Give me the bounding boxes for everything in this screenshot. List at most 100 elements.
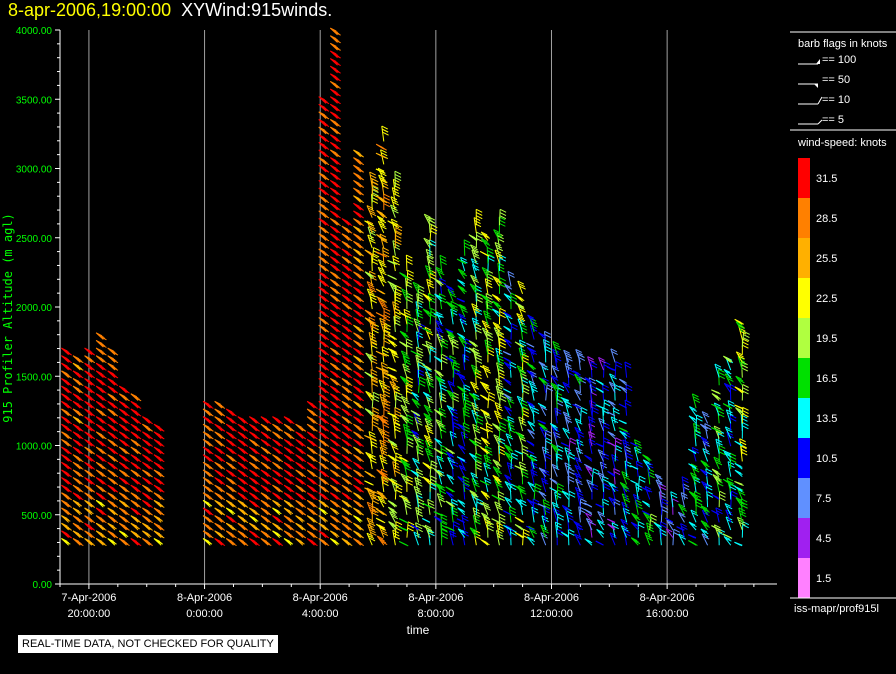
wind-barb — [366, 532, 376, 546]
wind-barb — [700, 528, 709, 538]
wind-barb — [714, 363, 723, 378]
wind-barb — [561, 531, 570, 539]
wind-barb — [378, 174, 387, 188]
wind-barb — [84, 378, 96, 386]
wind-barb — [496, 522, 505, 538]
wind-barbs — [61, 27, 750, 547]
wind-barb — [691, 393, 701, 409]
wind-barb — [318, 324, 330, 333]
wind-barb — [118, 454, 130, 463]
x-axis-label: time — [407, 623, 430, 637]
colorbar-label: 1.5 — [816, 573, 831, 585]
wind-barb — [61, 438, 72, 447]
wind-barb — [711, 389, 721, 395]
wind-barb — [295, 484, 307, 493]
wind-barb — [329, 423, 341, 432]
wind-barb — [318, 164, 330, 173]
wind-barb — [118, 431, 130, 440]
wind-barb — [318, 218, 330, 227]
wind-barb — [142, 461, 153, 470]
wind-barb — [387, 366, 397, 372]
wind-barb — [722, 403, 733, 409]
wind-barb — [272, 423, 284, 432]
wind-barb — [84, 370, 96, 379]
wind-barb — [318, 477, 330, 486]
wind-barb — [552, 340, 561, 355]
wind-barb — [498, 422, 507, 439]
wind-barb — [387, 220, 397, 227]
wind-barb — [365, 451, 375, 462]
wind-barb — [689, 406, 698, 417]
wind-barb — [318, 522, 330, 531]
wind-barb — [341, 461, 353, 470]
wind-barb — [365, 352, 375, 363]
wind-barb — [589, 521, 597, 538]
wind-barb — [353, 195, 365, 204]
wind-barb — [130, 492, 142, 501]
wind-barb — [249, 484, 260, 493]
wind-barb — [260, 484, 272, 493]
wind-barb — [561, 505, 570, 516]
wind-barb — [366, 205, 377, 218]
wind-barb — [353, 210, 365, 219]
wind-barb — [423, 404, 433, 416]
wind-barb — [107, 423, 119, 432]
wind-barb — [329, 362, 341, 371]
wind-barb — [653, 522, 662, 531]
wind-barb — [379, 454, 388, 470]
wind-barb — [387, 477, 398, 485]
wind-barb — [390, 196, 399, 211]
wind-barb — [341, 355, 353, 364]
wind-barb — [72, 438, 84, 447]
wind-barb — [445, 285, 454, 295]
x-tick-label-time: 20:00:00 — [67, 608, 110, 620]
wind-barb — [734, 462, 743, 470]
wind-barb — [84, 522, 96, 531]
wind-barb — [505, 433, 514, 447]
wind-barb — [735, 375, 745, 386]
wind-barb — [452, 368, 461, 386]
legend-panel: barb flags in knots == 100 == 50 == 10 == 5… — [790, 31, 896, 615]
wind-barb — [365, 390, 375, 401]
wind-barb — [494, 249, 504, 264]
wind-barb — [353, 515, 363, 523]
wind-barb — [468, 347, 479, 356]
wind-barb — [341, 431, 353, 440]
wind-barb — [482, 364, 492, 378]
wind-barb — [718, 490, 726, 508]
wind-barb — [433, 448, 444, 455]
wind-barb — [595, 404, 604, 409]
wind-barb — [585, 465, 594, 477]
wind-barb — [107, 347, 119, 356]
wind-barb — [711, 393, 722, 401]
y-tick-label: 500.00 — [21, 511, 52, 522]
wind-barb — [608, 481, 617, 493]
wind-barb — [487, 254, 495, 272]
wind-barb — [214, 446, 226, 455]
wind-barb — [237, 515, 249, 524]
wind-barb — [283, 461, 295, 470]
wind-barb — [624, 460, 632, 477]
wind-barb — [538, 377, 548, 386]
y-tick-label: 3500.00 — [16, 95, 53, 106]
wind-barb — [260, 477, 272, 486]
wind-barb — [306, 515, 318, 524]
wind-barb — [457, 268, 468, 279]
wind-barb — [678, 533, 687, 546]
wind-barb — [480, 409, 490, 417]
wind-barb — [353, 370, 365, 379]
wind-barb — [353, 240, 365, 249]
wind-barb — [341, 530, 353, 539]
wind-barb — [353, 347, 365, 356]
wind-barb — [364, 408, 375, 417]
wind-barb — [118, 385, 130, 394]
legend-barb-tick — [817, 119, 823, 125]
wind-barb — [514, 294, 525, 302]
wind-barb — [95, 400, 107, 409]
wind-barb — [452, 521, 460, 538]
wind-barb — [514, 531, 525, 539]
wind-barb — [329, 202, 341, 211]
wind-barb — [399, 272, 409, 279]
wind-barb — [72, 446, 84, 455]
wind-barb — [329, 164, 341, 173]
